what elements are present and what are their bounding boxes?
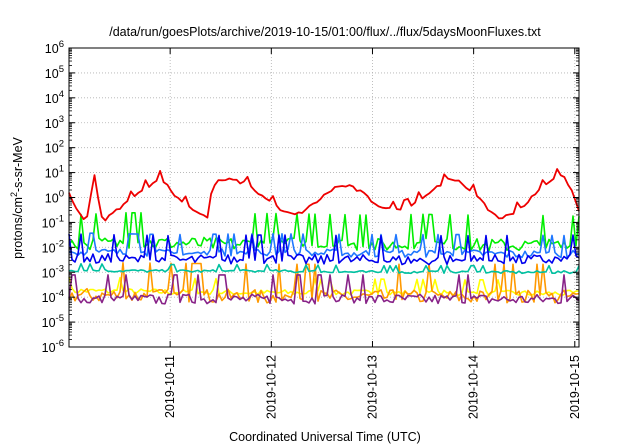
x-tick-label: 2019-10-11 (163, 355, 177, 418)
grid-lines (69, 48, 579, 347)
chart-title: /data/run/goesPlots/archive/2019-10-15/0… (109, 25, 541, 39)
y-axis-label-superscript: 2 (9, 192, 19, 197)
series-layer (68, 168, 580, 305)
series-line-4 (68, 262, 580, 275)
y-tick-label: 104 (45, 89, 64, 106)
y-tick-label: 10-5 (42, 313, 64, 330)
y-axis-label-suffix: -s-sr-MeV (11, 136, 25, 192)
y-axis-label-prefix: protons/cm (11, 197, 25, 259)
x-axis-label: Coordinated Universal Time (UTC) (229, 430, 421, 444)
axis-ticks: 10-6 10-5 10-4 10-3 10-2 10-1 100 101 102 103 104 1… (42, 39, 582, 419)
y-tick-label: 103 (45, 114, 64, 131)
y-tick-label: 10-1 (42, 213, 64, 230)
x-tick-label: 2019-10-14 (467, 355, 481, 419)
y-tick-label: 10-4 (42, 288, 64, 305)
y-tick-label: 10-6 (42, 338, 64, 355)
y-axis-label: protons/cm2-s-sr-MeV (9, 136, 25, 258)
x-tick-label: 2019-10-12 (264, 355, 278, 419)
y-tick-label: 102 (45, 139, 64, 156)
y-tick-label: 101 (45, 164, 64, 181)
series-line-0 (68, 168, 580, 222)
y-tick-label: 10-3 (42, 263, 64, 280)
y-tick-label: 100 (45, 189, 64, 206)
series-line-3 (68, 233, 580, 266)
x-tick-label: 2019-10-13 (365, 355, 379, 419)
y-tick-label: 105 (45, 64, 64, 81)
y-tick-label: 106 (45, 39, 64, 56)
series-line-7 (68, 274, 580, 305)
x-tick-label: 2019-10-15 (568, 355, 582, 419)
y-tick-label: 10-2 (42, 238, 64, 255)
